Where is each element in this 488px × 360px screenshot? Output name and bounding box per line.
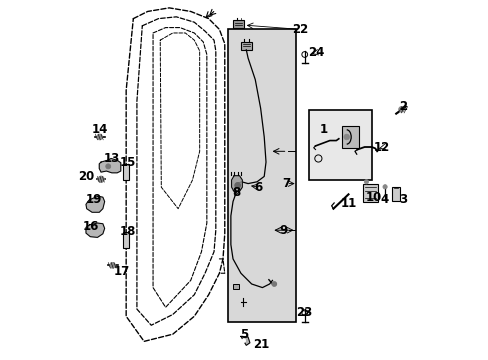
Circle shape [105,164,110,169]
Circle shape [97,134,102,140]
Circle shape [271,282,276,287]
Bar [362,184,377,202]
Circle shape [98,176,104,183]
Text: 19: 19 [85,193,102,206]
Bar [308,110,371,180]
Text: 11: 11 [340,197,356,210]
Bar [241,42,251,50]
Bar [228,29,296,322]
Bar [342,126,358,148]
Text: 23: 23 [296,306,312,319]
Text: 14: 14 [92,123,108,136]
Text: 17: 17 [113,265,129,278]
Bar [123,232,129,248]
Circle shape [382,185,386,189]
Polygon shape [86,196,104,212]
Text: 5: 5 [240,328,248,341]
Text: 8: 8 [232,186,240,199]
Bar [233,21,244,28]
Text: 9: 9 [279,224,287,237]
Text: 7: 7 [282,177,290,190]
Text: 22: 22 [291,23,307,36]
Bar [391,187,399,201]
Text: 10: 10 [365,192,381,204]
Text: 12: 12 [373,141,389,154]
Text: 24: 24 [307,46,324,59]
Text: 20: 20 [78,170,94,183]
Polygon shape [86,223,104,237]
Text: 13: 13 [103,152,120,165]
Text: 18: 18 [120,225,136,238]
Text: 4: 4 [380,193,387,206]
Circle shape [109,262,115,268]
Bar [123,164,129,180]
Text: 2: 2 [398,100,406,113]
Circle shape [242,339,245,342]
Polygon shape [231,176,242,192]
Text: 3: 3 [399,193,407,206]
Text: 16: 16 [83,220,100,233]
Polygon shape [241,336,249,345]
Circle shape [398,107,404,112]
Circle shape [364,180,368,184]
Text: 1: 1 [319,123,327,136]
Circle shape [234,183,240,188]
Text: 15: 15 [120,156,136,168]
Polygon shape [99,158,121,173]
Text: 6: 6 [254,181,263,194]
Bar [233,284,239,289]
Text: 21: 21 [253,338,269,351]
Circle shape [343,134,349,140]
